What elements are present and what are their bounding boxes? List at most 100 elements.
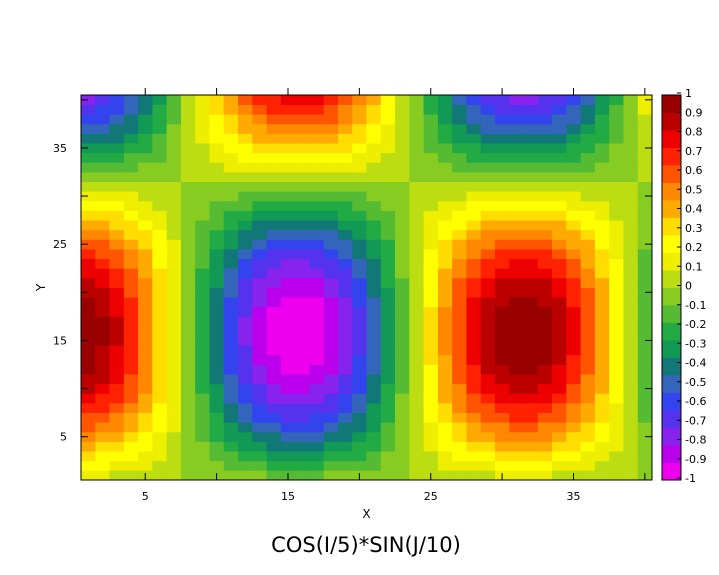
heatmap-cell <box>138 133 153 144</box>
heatmap-cell <box>209 335 225 346</box>
heatmap-cell <box>295 470 310 481</box>
heatmap-cell <box>309 114 325 125</box>
heatmap-cell <box>537 374 553 385</box>
heatmap-cell <box>366 162 382 173</box>
heatmap-cell <box>337 172 353 183</box>
heatmap-cell <box>180 249 196 260</box>
heatmap-cell <box>337 133 353 144</box>
heatmap-cell <box>109 374 125 385</box>
heatmap-cell <box>494 229 510 240</box>
heatmap-cell <box>580 152 596 163</box>
heatmap-cell <box>623 152 639 163</box>
heatmap-cell <box>537 297 553 308</box>
heatmap-cell <box>537 383 553 394</box>
heatmap-cell <box>337 152 353 163</box>
heatmap-cell <box>352 123 367 134</box>
heatmap-cell <box>623 345 639 356</box>
heatmap-cell <box>452 277 467 288</box>
heatmap-cell <box>152 297 168 308</box>
heatmap-cell <box>180 114 196 125</box>
heatmap-cell <box>166 287 182 298</box>
heatmap-cell <box>480 441 496 452</box>
heatmap-cell <box>81 200 96 211</box>
heatmap-cell <box>123 383 139 394</box>
heatmap-cell <box>452 451 467 462</box>
heatmap-cell <box>152 172 168 183</box>
heatmap-cell <box>637 249 653 260</box>
heatmap-cell <box>280 133 296 144</box>
heatmap-cell <box>152 95 168 106</box>
heatmap-cell <box>552 95 567 106</box>
heatmap-cell <box>452 143 467 154</box>
heatmap-cell <box>223 441 239 452</box>
heatmap-cell <box>437 162 453 173</box>
heatmap-cell <box>580 143 596 154</box>
heatmap-cell <box>95 335 110 346</box>
heatmap-cell <box>195 95 210 106</box>
heatmap-cell <box>623 258 639 269</box>
heatmap-cell <box>509 412 524 423</box>
heatmap-cell <box>437 326 453 337</box>
heatmap-cell <box>409 403 424 414</box>
heatmap-cell <box>437 277 453 288</box>
heatmap-cell <box>252 470 267 481</box>
heatmap-cell <box>552 431 567 442</box>
heatmap-cell <box>95 249 110 260</box>
heatmap-cell <box>280 172 296 183</box>
heatmap-cell <box>494 316 510 327</box>
heatmap-cell <box>437 393 453 404</box>
heatmap-cell <box>323 403 339 414</box>
heatmap-cell <box>238 249 253 260</box>
heatmap-cell <box>180 104 196 115</box>
heatmap-cell <box>409 431 424 442</box>
heatmap-cell <box>366 431 382 442</box>
heatmap-cell <box>352 316 367 327</box>
heatmap-cell <box>209 364 225 375</box>
heatmap-cell <box>95 354 110 365</box>
heatmap-cell <box>537 258 553 269</box>
heatmap-cell <box>552 364 567 375</box>
heatmap-cell <box>109 268 125 279</box>
heatmap-cell <box>580 104 596 115</box>
heatmap-cell <box>280 249 296 260</box>
heatmap-cell <box>209 162 225 173</box>
heatmap-cell <box>109 431 125 442</box>
heatmap-cell <box>95 152 110 163</box>
heatmap-cell <box>166 374 182 385</box>
heatmap-cell <box>123 460 139 471</box>
heatmap-cell <box>423 162 439 173</box>
heatmap-cell <box>580 431 596 442</box>
heatmap-cell <box>337 200 353 211</box>
heatmap-cell <box>252 335 267 346</box>
heatmap-cell <box>252 123 267 134</box>
heatmap-cell <box>252 374 267 385</box>
heatmap-cell <box>252 249 267 260</box>
heatmap-cell <box>537 470 553 481</box>
heatmap-cell <box>195 364 210 375</box>
heatmap-cell <box>566 220 582 231</box>
heatmap-cell <box>423 364 439 375</box>
heatmap-cell <box>466 383 482 394</box>
heatmap-cell <box>337 306 353 317</box>
heatmap-cell <box>195 104 210 115</box>
heatmap-cell <box>466 470 482 481</box>
heatmap-cell <box>494 431 510 442</box>
heatmap-cell <box>537 191 553 202</box>
heatmap-cell <box>480 200 496 211</box>
heatmap-cell <box>309 287 325 298</box>
heatmap-cell <box>380 412 396 423</box>
heatmap-cell <box>337 114 353 125</box>
heatmap-cell <box>380 95 396 106</box>
heatmap-cell <box>523 143 539 154</box>
heatmap-cell <box>609 460 624 471</box>
heatmap-cell <box>109 210 125 221</box>
heatmap-cell <box>609 451 624 462</box>
heatmap-cell <box>566 364 582 375</box>
heatmap-cell <box>280 152 296 163</box>
heatmap-cell <box>623 335 639 346</box>
heatmap-cell <box>366 143 382 154</box>
heatmap-cell <box>380 191 396 202</box>
heatmap-cell <box>337 277 353 288</box>
heatmap-cell <box>594 210 610 221</box>
heatmap-cell <box>81 249 96 260</box>
